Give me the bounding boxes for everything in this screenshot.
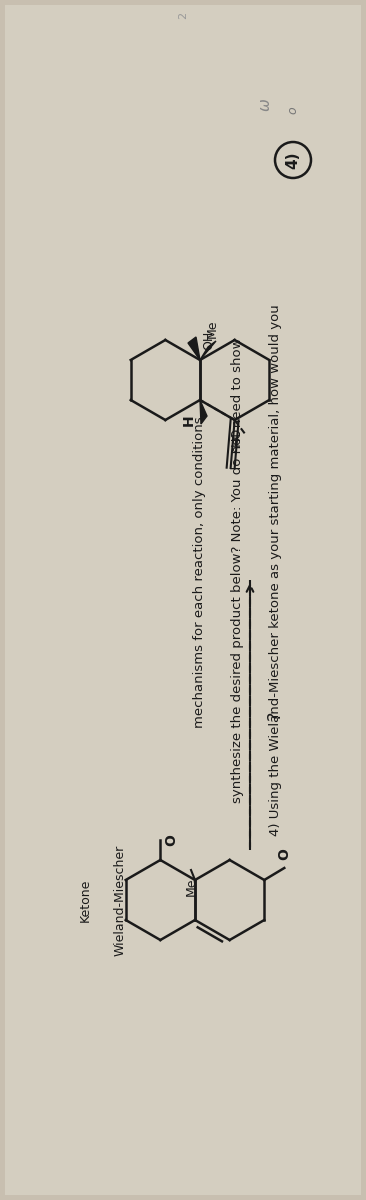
- Text: Ketone: Ketone: [78, 878, 92, 922]
- Text: OH: OH: [202, 330, 215, 349]
- Text: O: O: [164, 834, 178, 846]
- Text: o: o: [287, 106, 299, 114]
- Text: H: H: [182, 414, 196, 426]
- Text: O: O: [277, 848, 291, 860]
- Text: ω: ω: [258, 98, 273, 112]
- Text: HO: HO: [229, 426, 243, 445]
- Polygon shape: [200, 341, 216, 360]
- Text: synthesize the desired product below? Note: You do not need to show: synthesize the desired product below? No…: [231, 337, 243, 803]
- Polygon shape: [200, 400, 207, 424]
- Text: 4) Using the Wieland-Miescher ketone as your starting material, how would you: 4) Using the Wieland-Miescher ketone as …: [269, 304, 281, 836]
- Text: Me: Me: [205, 319, 219, 338]
- Text: ?: ?: [266, 710, 284, 720]
- Text: Wieland-Miescher: Wieland-Miescher: [113, 845, 127, 955]
- Text: Me: Me: [184, 878, 198, 896]
- Polygon shape: [188, 337, 200, 360]
- Text: 4): 4): [285, 151, 300, 169]
- Text: mechanisms for each reaction, only conditions.: mechanisms for each reaction, only condi…: [193, 412, 205, 728]
- Text: 2: 2: [178, 12, 188, 18]
